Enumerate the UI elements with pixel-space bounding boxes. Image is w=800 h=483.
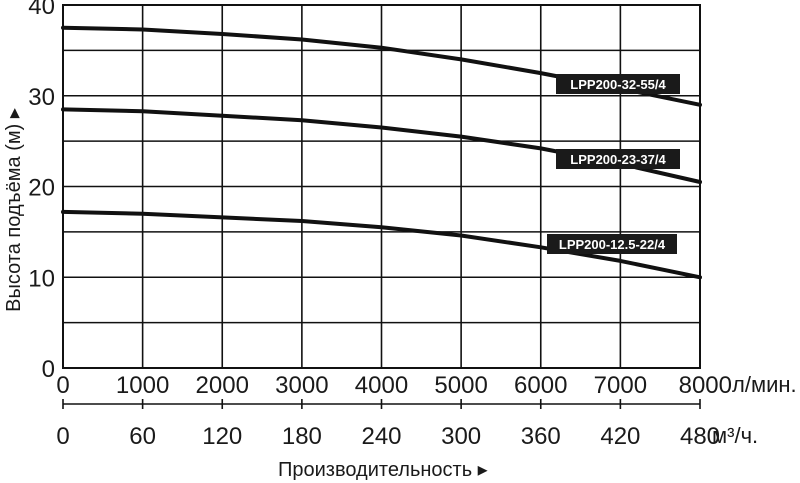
- secondary-x-axis: 0 60 120 180 240 300 360 420 480: [56, 399, 720, 450]
- series-label-text: LPP200-32-55/4: [570, 77, 666, 92]
- x-tick-label: 6000: [514, 372, 567, 399]
- x2-tick-label: 360: [521, 423, 561, 450]
- x-tick-label: 3000: [275, 372, 328, 399]
- x-tick-label: 1000: [116, 372, 169, 399]
- x-unit-label: л/мин.: [732, 372, 797, 397]
- x2-tick-label: 120: [202, 423, 242, 450]
- series-label-box: [556, 149, 680, 169]
- x2-tick-label: 480: [680, 423, 720, 450]
- series-label-text: LPP200-12.5-22/4: [559, 237, 666, 252]
- x-tick-label: 4000: [355, 372, 408, 399]
- x-tick-label: 0: [56, 372, 69, 399]
- x2-tick-label: 0: [56, 423, 69, 450]
- y-tick-label: 10: [28, 265, 55, 292]
- plot-grid: [62, 4, 701, 369]
- x-tick-labels: 0 1000 2000 3000 4000 5000 6000 7000 8000: [56, 372, 732, 399]
- x2-tick-label: 180: [282, 423, 322, 450]
- y-axis-title: Высота подъёма (м) ▸: [3, 108, 25, 312]
- series-labels: LPP200-32-55/4 LPP200-23-37/4 LPP200-12.5-…: [547, 74, 680, 254]
- y-tick-label: 0: [42, 356, 55, 383]
- x-tick-label: 7000: [594, 372, 647, 399]
- x2-tick-label: 420: [600, 423, 640, 450]
- x2-tick-label: 300: [441, 423, 481, 450]
- x2-unit-label: м³/ч.: [712, 423, 758, 448]
- x-tick-label: 8000: [679, 372, 732, 399]
- series-label-text: LPP200-23-37/4: [570, 152, 666, 167]
- y-tick-label: 20: [28, 175, 55, 202]
- series-label-box: [556, 74, 680, 94]
- series-label-box: [547, 234, 677, 254]
- y-tick-label: 30: [28, 84, 55, 111]
- y-tick-label: 40: [28, 0, 55, 20]
- x-tick-label: 5000: [434, 372, 487, 399]
- x2-tick-label: 240: [361, 423, 401, 450]
- x-axis-title: Производительность ▸: [278, 459, 488, 481]
- y-tick-labels: 0 10 20 30 40: [28, 0, 55, 383]
- x2-tick-label: 60: [129, 423, 156, 450]
- x-tick-label: 2000: [196, 372, 249, 399]
